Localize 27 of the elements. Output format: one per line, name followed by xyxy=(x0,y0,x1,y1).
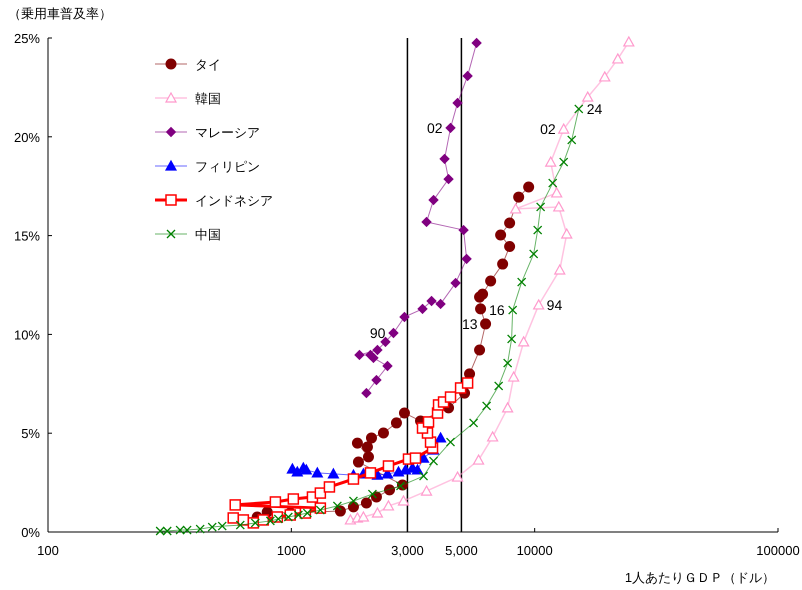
legend-label: マレーシア xyxy=(195,125,260,140)
y-tick-label: 25% xyxy=(14,31,40,46)
legend-label: タイ xyxy=(195,57,221,72)
y-tick-label: 20% xyxy=(14,130,40,145)
annotation: 02 xyxy=(426,120,443,136)
y-axis-title: （乗用車普及率） xyxy=(8,6,112,21)
annotation: 90 xyxy=(370,325,386,342)
x-tick-label: 10000 xyxy=(516,543,553,558)
legend-label: インドネシア xyxy=(195,193,273,208)
y-tick-label: 10% xyxy=(14,327,40,342)
legend-label: フィリピン xyxy=(195,159,260,174)
annotation: 13 xyxy=(462,316,478,332)
x-axis-title: 1人あたりＧＤＰ（ドル） xyxy=(624,570,776,585)
ref-line-label: 5,000 xyxy=(445,543,478,558)
legend-label: 中国 xyxy=(195,227,221,242)
y-tick-label: 0% xyxy=(21,525,40,540)
annotation: 24 xyxy=(586,100,603,117)
annotation: 94 xyxy=(546,296,562,313)
x-tick-label: 100000 xyxy=(756,543,800,558)
x-tick-label: 1000 xyxy=(276,543,306,558)
ref-line-label: 3,000 xyxy=(391,543,424,558)
annotation: 16 xyxy=(489,302,505,318)
x-tick-label: 100 xyxy=(37,543,59,558)
annotation: 02 xyxy=(540,121,556,138)
legend-label: 韓国 xyxy=(195,91,221,106)
y-tick-label: 5% xyxy=(21,426,40,442)
y-tick-label: 15% xyxy=(14,228,40,244)
